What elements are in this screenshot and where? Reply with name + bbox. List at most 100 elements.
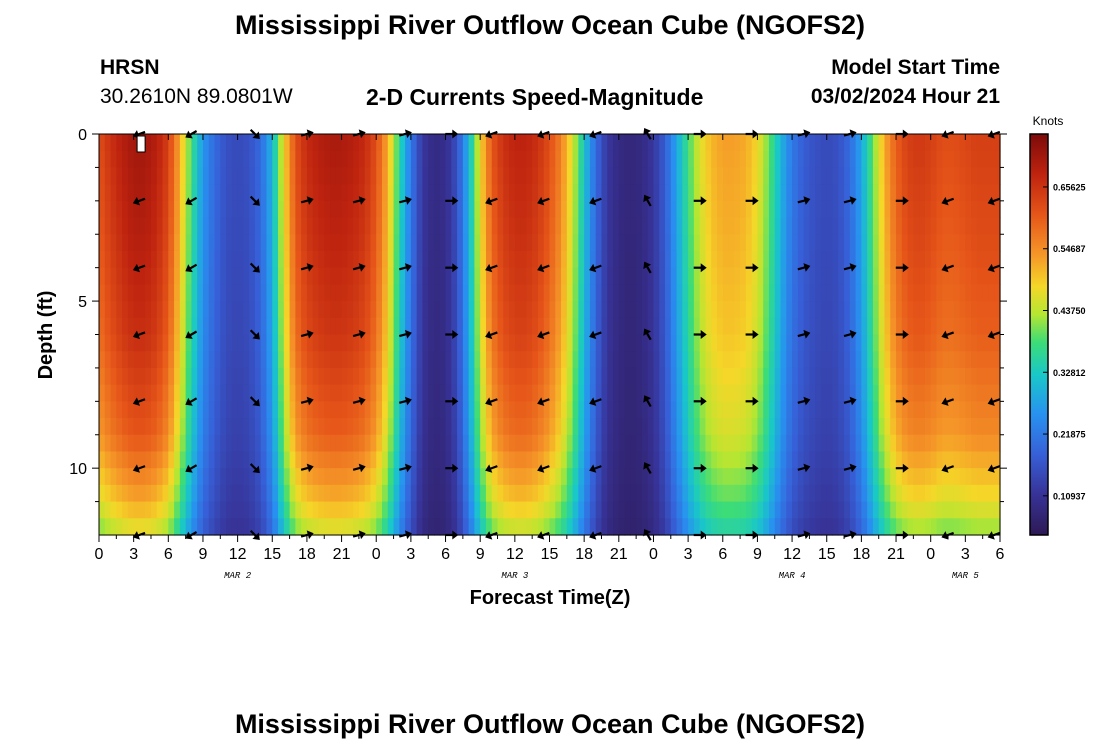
heatmap-cell bbox=[485, 184, 493, 202]
heatmap-cell bbox=[139, 384, 146, 402]
heatmap-cell bbox=[971, 317, 978, 336]
current-arrow bbox=[643, 462, 652, 474]
heatmap-cell bbox=[890, 250, 897, 269]
heatmap-cell bbox=[751, 384, 759, 402]
heatmap-cell bbox=[376, 384, 383, 402]
heatmap-cell bbox=[226, 184, 233, 202]
heatmap-cell bbox=[872, 468, 880, 486]
heatmap-cell bbox=[358, 434, 366, 453]
heatmap-cell bbox=[751, 351, 759, 369]
heatmap-cell bbox=[896, 484, 903, 503]
heatmap-cell bbox=[99, 317, 106, 336]
heatmap-cell bbox=[601, 234, 608, 252]
heatmap-cell bbox=[99, 167, 106, 185]
heatmap-cell bbox=[353, 434, 360, 453]
heatmap-cell bbox=[364, 484, 372, 503]
heatmap-cell bbox=[272, 200, 279, 219]
heatmap-cell bbox=[485, 200, 493, 219]
heatmap-cell bbox=[855, 434, 862, 453]
heatmap-cell bbox=[122, 434, 129, 453]
heatmap-cell bbox=[665, 334, 672, 352]
axes: 0 3 6 9 12 15 18 21 0 3 6 9 12 15 18 21 0 3 6 9 12 15 18 21 0 3 6M… bbox=[69, 127, 1007, 581]
heatmap-cell bbox=[283, 484, 291, 503]
heatmap-cell bbox=[133, 501, 141, 519]
heatmap-cell bbox=[641, 367, 649, 386]
heatmap-cell bbox=[428, 267, 435, 285]
heatmap-cell bbox=[959, 518, 966, 536]
arrow-head bbox=[185, 464, 193, 473]
heatmap-cell bbox=[924, 301, 932, 319]
heatmap-cell bbox=[462, 484, 470, 503]
heatmap-cell bbox=[335, 134, 343, 152]
heatmap-cell bbox=[289, 401, 296, 419]
heatmap-cell bbox=[971, 384, 978, 402]
heatmap-cell bbox=[584, 351, 591, 369]
heatmap-cell bbox=[624, 518, 631, 536]
heatmap-cell bbox=[382, 150, 389, 169]
heatmap-cell bbox=[768, 434, 776, 453]
heatmap-cell bbox=[179, 434, 187, 453]
heatmap-cell bbox=[820, 384, 828, 402]
heatmap-cell bbox=[976, 134, 984, 152]
heatmap-cell bbox=[474, 217, 481, 235]
heatmap-cell bbox=[861, 401, 868, 419]
heatmap-cell bbox=[907, 518, 914, 536]
current-arrow bbox=[941, 330, 955, 340]
heatmap-cell bbox=[884, 317, 891, 336]
heatmap-cell bbox=[913, 401, 920, 419]
heatmap-cell bbox=[641, 284, 649, 302]
heatmap-cell bbox=[347, 518, 354, 536]
heatmap-cell bbox=[364, 301, 372, 319]
heatmap-cell bbox=[410, 217, 418, 235]
heatmap-cell bbox=[913, 451, 920, 469]
heatmap-cell bbox=[382, 301, 389, 319]
heatmap-cell bbox=[838, 418, 845, 436]
heatmap-cell bbox=[716, 150, 724, 169]
heatmap-cell bbox=[237, 184, 244, 202]
heatmap-cell bbox=[127, 150, 135, 169]
heatmap-cell bbox=[202, 267, 210, 285]
heatmap-cell bbox=[214, 384, 221, 402]
heatmap-cell bbox=[890, 418, 897, 436]
heatmap-cell bbox=[202, 317, 210, 336]
heatmap-cell bbox=[613, 267, 620, 285]
heatmap-cell bbox=[647, 451, 655, 469]
heatmap-cell bbox=[682, 317, 689, 336]
heatmap-cell bbox=[428, 468, 435, 486]
heatmap-cell bbox=[555, 301, 562, 319]
heatmap-cell bbox=[145, 301, 152, 319]
heatmap-cell bbox=[705, 484, 712, 503]
heatmap-cell bbox=[416, 401, 424, 419]
heatmap-cell bbox=[457, 167, 464, 185]
heatmap-cell bbox=[295, 150, 302, 169]
heatmap-cell bbox=[358, 468, 366, 486]
heatmap-cell bbox=[994, 518, 1001, 536]
heatmap-cell bbox=[982, 134, 990, 152]
heatmap-cell bbox=[676, 468, 683, 486]
heatmap-cell bbox=[243, 418, 250, 436]
heatmap-cell bbox=[145, 418, 152, 436]
heatmap-cell bbox=[457, 401, 464, 419]
heatmap-cell bbox=[272, 434, 279, 453]
heatmap-cell bbox=[803, 167, 811, 185]
heatmap-cell bbox=[202, 468, 210, 486]
heatmap-cell bbox=[185, 518, 193, 536]
heatmap-cell bbox=[491, 518, 499, 536]
heatmap-cell bbox=[514, 367, 522, 386]
heatmap-cell bbox=[260, 150, 268, 169]
heatmap-cell bbox=[162, 250, 169, 269]
heatmap-cell bbox=[607, 434, 614, 453]
heatmap-cell bbox=[826, 367, 834, 386]
heatmap-cell bbox=[844, 334, 851, 352]
heatmap-cell bbox=[370, 418, 377, 436]
heatmap-cell bbox=[122, 484, 129, 503]
heatmap-cell bbox=[699, 334, 707, 352]
heatmap-cell bbox=[797, 501, 805, 519]
heatmap-cell bbox=[953, 167, 961, 185]
heatmap-cell bbox=[867, 401, 874, 419]
heatmap-cell bbox=[179, 484, 187, 503]
heatmap-cell bbox=[376, 167, 383, 185]
heatmap-cell bbox=[607, 134, 614, 152]
heatmap-cell bbox=[445, 267, 452, 285]
heatmap-cell bbox=[901, 367, 909, 386]
